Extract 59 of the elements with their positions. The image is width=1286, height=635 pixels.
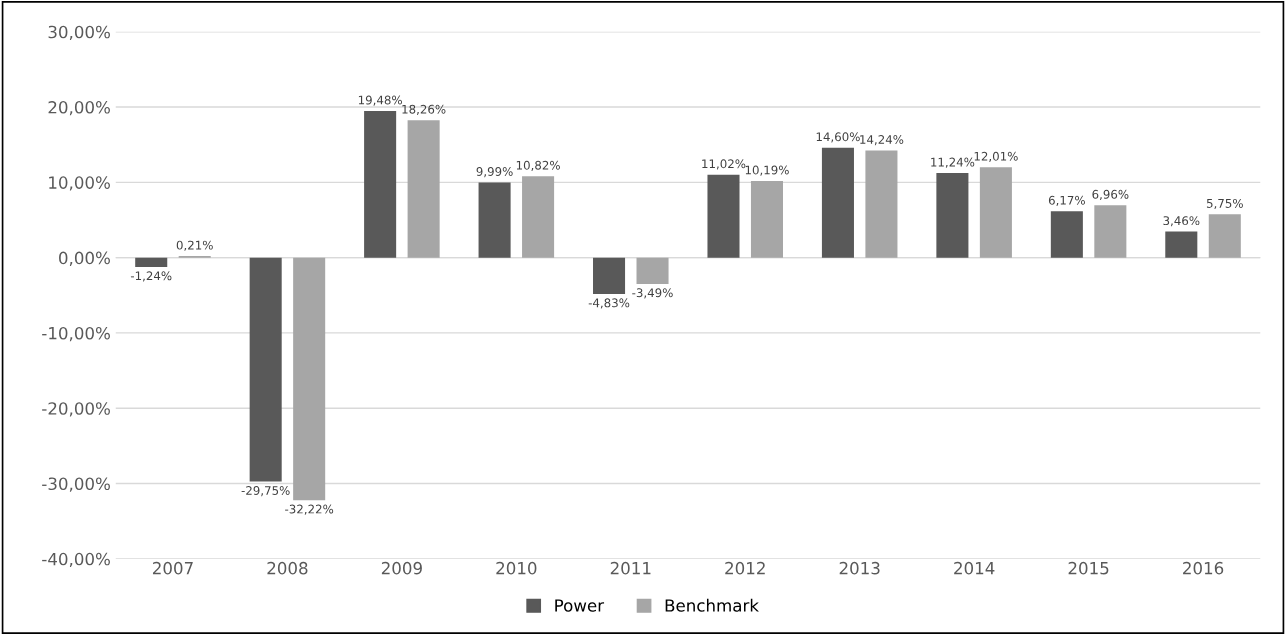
bar	[593, 257, 626, 294]
x-tick-label: 2013	[839, 561, 880, 575]
data-label: 6,96%	[1092, 189, 1129, 200]
x-tick-label: 2016	[1183, 561, 1224, 575]
data-label: 0,21%	[176, 240, 213, 251]
data-label: -4,83%	[588, 298, 630, 309]
data-label: -29,75%	[241, 486, 290, 497]
data-label: 10,82%	[516, 160, 560, 171]
legend-label: Benchmark	[665, 598, 759, 612]
y-tick-label: 20,00%	[48, 101, 110, 116]
legend-label: Power	[555, 599, 605, 612]
x-tick-label: 2007	[152, 561, 193, 575]
data-label: -1,24%	[130, 271, 172, 282]
data-label: 6,17%	[1048, 195, 1085, 206]
bar	[1094, 205, 1127, 258]
data-label: 11,02%	[702, 159, 746, 170]
x-tick-label: 2011	[610, 561, 651, 575]
bar	[1165, 231, 1198, 258]
y-tick-label: -30,00%	[42, 477, 110, 492]
bar	[1050, 211, 1083, 258]
bar	[979, 167, 1012, 258]
y-tick-label: -20,00%	[42, 402, 110, 417]
x-tick-label: 2014	[954, 561, 995, 575]
data-label: 19,48%	[358, 95, 402, 106]
bar	[1208, 214, 1241, 258]
bar	[135, 257, 168, 267]
x-tick-label: 2015	[1068, 561, 1109, 575]
data-label: 14,24%	[860, 135, 904, 146]
bar	[293, 257, 326, 501]
bar	[865, 150, 898, 258]
bar	[522, 176, 555, 258]
data-label: 9,99%	[476, 167, 513, 178]
y-tick-label: 0,00%	[59, 251, 110, 266]
bar	[707, 174, 740, 258]
data-label: -32,22%	[285, 504, 334, 515]
y-tick-label: 30,00%	[48, 25, 110, 41]
bar	[821, 147, 854, 258]
bar	[936, 173, 969, 258]
data-label: 18,26%	[402, 104, 446, 115]
x-tick-label: 2012	[725, 561, 765, 575]
bar	[478, 182, 511, 258]
x-tick-label: 2009	[381, 561, 422, 575]
bar	[364, 110, 397, 258]
data-label: -3,49%	[632, 288, 673, 299]
bar	[636, 257, 669, 284]
x-tick-label: 2010	[496, 561, 537, 575]
y-tick-label: -10,00%	[42, 326, 110, 342]
x-tick-label: 2008	[267, 561, 308, 575]
y-tick-label: 10,00%	[49, 176, 110, 191]
bar	[407, 120, 440, 258]
y-tick-label: -40,00%	[42, 552, 110, 568]
data-label: 14,60%	[816, 132, 860, 143]
data-label: 10,19%	[745, 165, 789, 176]
bar	[249, 257, 282, 482]
bar	[750, 180, 784, 258]
data-label: 3,46%	[1163, 216, 1200, 227]
data-label: 5,75%	[1206, 198, 1243, 210]
data-label: 12,01%	[974, 151, 1018, 162]
data-label: 11,24%	[931, 157, 975, 168]
